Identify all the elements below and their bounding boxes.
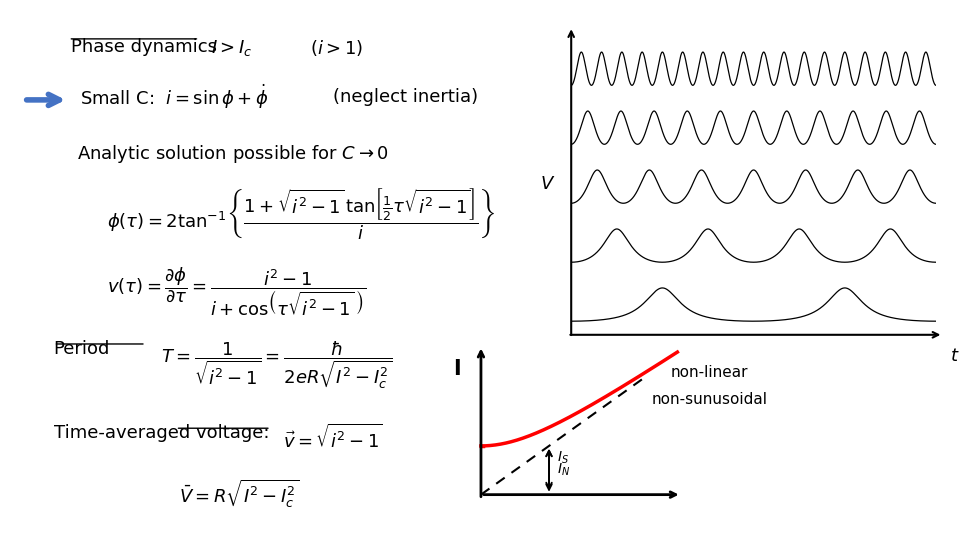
Text: non-sunusoidal: non-sunusoidal — [652, 392, 768, 407]
Text: $I > I_c$: $I > I_c$ — [211, 38, 252, 58]
Text: $(i > 1)$: $(i > 1)$ — [309, 38, 363, 58]
Text: I: I — [453, 359, 461, 379]
Text: $\vec{v} = \sqrt{i^2 - 1}$: $\vec{v} = \sqrt{i^2 - 1}$ — [283, 424, 383, 453]
Text: $T = \dfrac{1}{\sqrt{i^2-1}} = \dfrac{\hbar}{2eR\sqrt{I^2 - I_c^2}}$: $T = \dfrac{1}{\sqrt{i^2-1}} = \dfrac{\h… — [160, 340, 392, 392]
Text: Period: Period — [54, 340, 110, 358]
Text: (neglect inertia): (neglect inertia) — [333, 88, 478, 106]
Text: $v(\tau) = \dfrac{\partial\phi}{\partial\tau} = \dfrac{i^2 - 1}{i + \cos\!\left(: $v(\tau) = \dfrac{\partial\phi}{\partial… — [108, 265, 366, 318]
Text: $\bar{V} = R\sqrt{I^2 - I_c^2}$: $\bar{V} = R\sqrt{I^2 - I_c^2}$ — [179, 478, 300, 510]
Text: non-linear: non-linear — [671, 365, 749, 380]
Text: $I_S$: $I_S$ — [558, 449, 569, 465]
Text: V: V — [540, 174, 553, 193]
Text: Phase dynamics: Phase dynamics — [71, 38, 217, 56]
Text: Small C:  $i = \sin\phi + \dot{\phi}$: Small C: $i = \sin\phi + \dot{\phi}$ — [81, 83, 269, 111]
Text: Time-averaged voltage:: Time-averaged voltage: — [54, 424, 269, 442]
Text: $\phi(\tau) = 2\tan^{-1}\!\left\{\dfrac{1 + \sqrt{i^2-1}\,\tan\!\left[\frac{1}{2: $\phi(\tau) = 2\tan^{-1}\!\left\{\dfrac{… — [108, 186, 495, 242]
Text: t: t — [950, 347, 957, 365]
Text: $I_N$: $I_N$ — [558, 462, 570, 478]
Text: Analytic solution possible for $C \rightarrow 0$: Analytic solution possible for $C \right… — [78, 143, 389, 165]
